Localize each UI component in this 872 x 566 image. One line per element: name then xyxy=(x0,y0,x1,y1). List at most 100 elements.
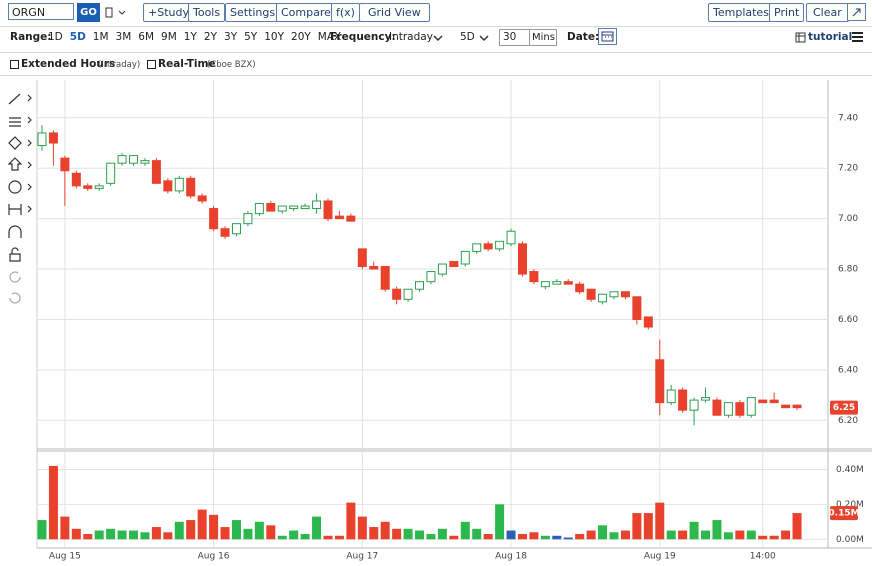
volume-bar xyxy=(71,528,81,540)
tools-button[interactable]: Tools xyxy=(188,3,226,22)
symbol-menu[interactable] xyxy=(104,5,128,21)
realtime-checkbox[interactable] xyxy=(147,60,156,69)
volume-bar xyxy=(117,530,127,540)
candle-body xyxy=(655,359,665,404)
tool-redo[interactable] xyxy=(9,292,21,304)
x-tick-label: Aug 19 xyxy=(644,552,676,562)
interval-unit: Mins xyxy=(530,29,557,46)
candle-body xyxy=(758,399,768,404)
volume-bar xyxy=(277,535,287,540)
y-tick-label: 6.60 xyxy=(838,315,858,325)
range-option[interactable]: 2Y xyxy=(203,31,218,43)
interval-input[interactable]: 30 xyxy=(499,29,530,46)
templates-button[interactable]: Templates xyxy=(708,3,774,22)
range-option[interactable]: MAX xyxy=(317,31,342,43)
range-option[interactable]: 1Y xyxy=(183,31,197,43)
tool-line[interactable] xyxy=(8,93,32,105)
y-tick-label: 7.40 xyxy=(838,113,858,123)
candle-body xyxy=(312,200,322,210)
candle-body xyxy=(197,195,207,202)
tool-magnet[interactable] xyxy=(8,225,22,238)
volume-bar xyxy=(174,521,184,540)
tool-arrow[interactable] xyxy=(7,157,32,171)
range-option[interactable]: 20Y xyxy=(291,31,311,43)
date-picker[interactable] xyxy=(598,28,618,46)
tutorial-icon xyxy=(795,32,806,43)
compare-button[interactable]: Compare xyxy=(276,3,336,22)
go-button[interactable]: GO xyxy=(77,3,100,22)
drawing-tools xyxy=(7,93,32,304)
symbol-input[interactable]: ORGN xyxy=(8,3,74,20)
expand-button[interactable] xyxy=(847,3,867,22)
volume-bar xyxy=(415,530,425,540)
volume-bar xyxy=(323,535,333,540)
period-select[interactable]: 5D xyxy=(460,31,475,43)
candle-body xyxy=(643,316,653,328)
y-tick-label: 7.20 xyxy=(838,164,858,174)
range-option[interactable]: 5Y xyxy=(244,31,258,43)
range-option[interactable]: 6M xyxy=(138,31,155,43)
range-label: Range: xyxy=(10,31,52,43)
candle-body xyxy=(323,200,333,220)
volume-bar xyxy=(300,534,310,540)
candle-body xyxy=(392,288,402,300)
frequency-caret xyxy=(433,35,443,42)
volume-bar xyxy=(106,528,116,540)
tool-undo[interactable] xyxy=(9,271,21,283)
tool-measure[interactable] xyxy=(8,204,32,215)
last-value-badge xyxy=(830,506,858,521)
candle-body xyxy=(60,157,70,172)
fx-button[interactable]: f(x) xyxy=(331,3,360,22)
x-tick-label: Aug 15 xyxy=(49,552,81,562)
settings-button[interactable]: Settings xyxy=(225,3,281,22)
tool-text-more[interactable] xyxy=(27,183,32,191)
volume-bar xyxy=(540,535,550,540)
extended-checkbox[interactable] xyxy=(10,60,19,69)
volume-bar xyxy=(701,530,711,540)
candle-body xyxy=(529,271,539,283)
volume-bar xyxy=(186,520,196,540)
volume-bar xyxy=(209,514,219,540)
range-option[interactable]: 1M xyxy=(92,31,109,43)
volume-bar xyxy=(598,525,608,540)
volume-bar xyxy=(334,535,344,540)
clear-button[interactable]: Clear xyxy=(806,3,849,22)
menu-button[interactable] xyxy=(852,31,864,43)
tool-fib[interactable] xyxy=(9,116,32,127)
x-tick-label: Aug 16 xyxy=(198,552,230,562)
candle-body xyxy=(231,223,241,235)
volume-bar xyxy=(735,530,745,540)
frequency-select[interactable]: Intraday xyxy=(389,31,433,43)
tutorial-link[interactable]: tutorial xyxy=(808,31,853,43)
range-option[interactable]: 3M xyxy=(115,31,132,43)
tool-shape[interactable] xyxy=(8,136,32,150)
candle-body xyxy=(151,160,161,184)
print-button[interactable]: Print xyxy=(769,3,805,22)
range-option[interactable]: 3Y xyxy=(224,31,238,43)
x-tick-label: 14:00 xyxy=(750,552,776,562)
divider xyxy=(0,26,872,27)
volume-bar xyxy=(712,520,722,540)
range-option[interactable]: 9M xyxy=(161,31,177,43)
volume-bar xyxy=(60,516,70,540)
volume-bar xyxy=(220,527,230,540)
candle-body xyxy=(426,271,436,283)
volume-tick-label: 0.00M xyxy=(836,535,864,545)
range-option[interactable]: 10Y xyxy=(264,31,285,43)
volume-bar xyxy=(403,528,413,540)
tool-lock[interactable] xyxy=(9,247,21,262)
tool-text[interactable] xyxy=(8,180,22,194)
range-option[interactable]: 1D xyxy=(48,31,63,43)
study-button[interactable]: +Study xyxy=(143,3,194,22)
candle-body xyxy=(334,215,344,220)
candle-body xyxy=(254,203,264,215)
volume-bar xyxy=(426,534,436,540)
volume-bar xyxy=(586,530,596,540)
range-option[interactable]: 5D xyxy=(69,31,86,43)
y-tick-label: 7.00 xyxy=(838,214,858,224)
volume-bar xyxy=(609,532,619,540)
volume-bar xyxy=(254,521,264,540)
candle-body xyxy=(289,205,299,210)
candle-body xyxy=(735,402,745,416)
grid-view-button[interactable]: Grid View xyxy=(359,3,430,22)
